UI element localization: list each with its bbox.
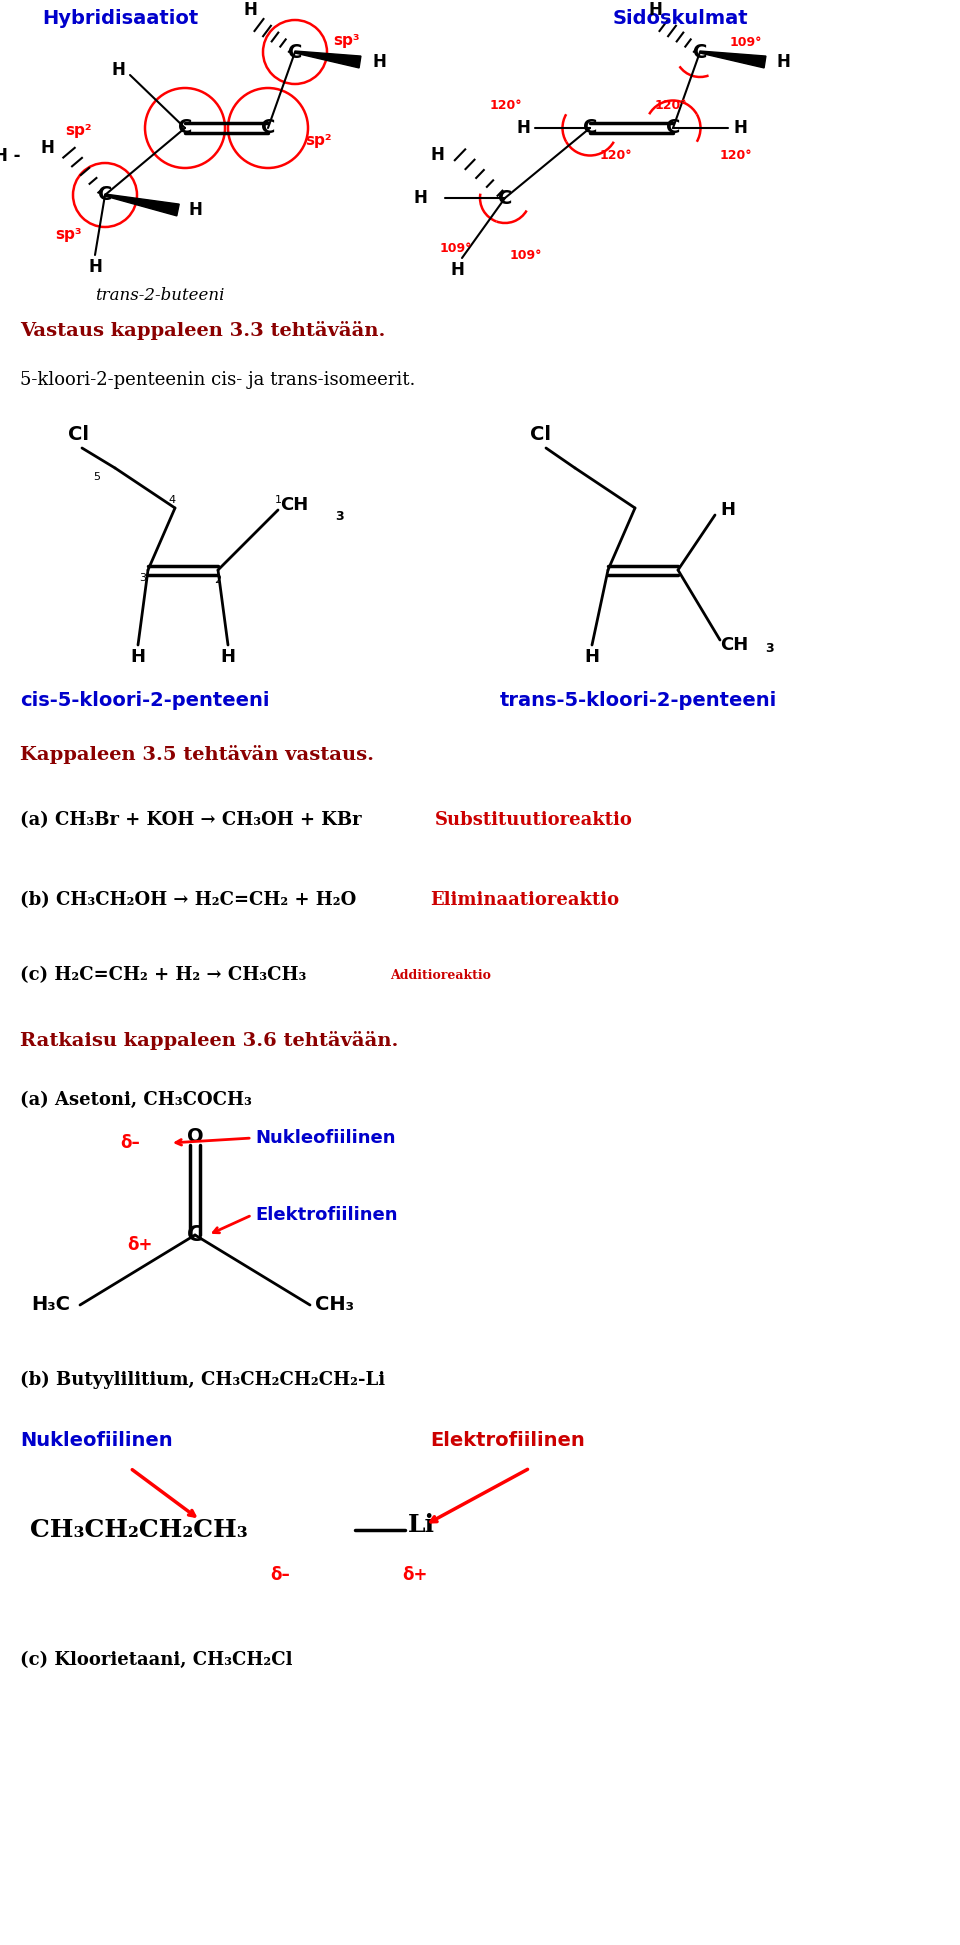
Text: δ+: δ+ bbox=[128, 1235, 153, 1255]
Text: sp³: sp³ bbox=[55, 228, 82, 243]
Text: (a) CH₃Br + KOH → CH₃OH + KBr: (a) CH₃Br + KOH → CH₃OH + KBr bbox=[20, 811, 362, 829]
Text: (c) H₂C=CH₂ + H₂ → CH₃CH₃: (c) H₂C=CH₂ + H₂ → CH₃CH₃ bbox=[20, 967, 306, 984]
Text: Li: Li bbox=[408, 1513, 435, 1537]
Text: 109°: 109° bbox=[730, 35, 762, 49]
Text: CH: CH bbox=[280, 496, 308, 513]
Text: Vastaus kappaleen 3.3 tehtävään.: Vastaus kappaleen 3.3 tehtävään. bbox=[20, 321, 385, 340]
Text: CH: CH bbox=[720, 636, 748, 654]
Text: Hybridisaatiot: Hybridisaatiot bbox=[42, 8, 198, 27]
Text: Nukleofiilinen: Nukleofiilinen bbox=[255, 1128, 396, 1148]
Text: C: C bbox=[498, 189, 513, 208]
Text: 3: 3 bbox=[335, 510, 344, 523]
Text: 5-kloori-2-penteenin cis- ja trans-isomeerit.: 5-kloori-2-penteenin cis- ja trans-isome… bbox=[20, 371, 416, 389]
Text: trans-2-buteeni: trans-2-buteeni bbox=[95, 286, 225, 303]
Text: H: H bbox=[585, 648, 599, 665]
Text: H: H bbox=[733, 119, 747, 136]
Text: C: C bbox=[178, 119, 192, 138]
Text: H: H bbox=[88, 259, 102, 276]
Text: δ+: δ+ bbox=[402, 1566, 428, 1583]
Text: 3: 3 bbox=[139, 574, 147, 584]
Text: H: H bbox=[188, 200, 202, 220]
Text: 120°: 120° bbox=[720, 148, 753, 161]
Text: trans-5-kloori-2-penteeni: trans-5-kloori-2-penteeni bbox=[500, 690, 778, 710]
Text: Cl: Cl bbox=[68, 426, 89, 445]
Text: H₃C: H₃C bbox=[31, 1295, 70, 1315]
Text: H: H bbox=[221, 648, 235, 665]
Text: H: H bbox=[413, 189, 427, 206]
Text: H: H bbox=[450, 261, 464, 278]
Text: Cl: Cl bbox=[530, 426, 551, 445]
Text: C: C bbox=[98, 185, 112, 204]
Text: 120°: 120° bbox=[600, 148, 633, 161]
Text: H: H bbox=[516, 119, 530, 136]
Text: C: C bbox=[288, 43, 302, 62]
Text: (c) Kloorietaani, CH₃CH₂Cl: (c) Kloorietaani, CH₃CH₂Cl bbox=[20, 1651, 293, 1669]
Polygon shape bbox=[295, 51, 361, 68]
Text: O: O bbox=[186, 1128, 204, 1146]
Text: δ–: δ– bbox=[120, 1134, 140, 1151]
Text: (b) CH₃CH₂OH → H₂C=CH₂ + H₂O: (b) CH₃CH₂OH → H₂C=CH₂ + H₂O bbox=[20, 891, 356, 908]
Text: CH₃CH₂CH₂CH₃: CH₃CH₂CH₂CH₃ bbox=[30, 1517, 248, 1542]
Text: H: H bbox=[131, 648, 146, 665]
Text: C: C bbox=[187, 1225, 204, 1245]
Text: H: H bbox=[648, 2, 662, 19]
Text: CH₃: CH₃ bbox=[315, 1295, 354, 1315]
Text: Additioreaktio: Additioreaktio bbox=[390, 969, 491, 982]
Text: H: H bbox=[372, 53, 386, 72]
Text: sp²: sp² bbox=[65, 123, 91, 138]
Text: H: H bbox=[40, 138, 54, 158]
Text: 109°: 109° bbox=[510, 249, 542, 261]
Text: sp²: sp² bbox=[305, 132, 331, 148]
Text: Nukleofiilinen: Nukleofiilinen bbox=[20, 1430, 173, 1449]
Text: Kappaleen 3.5 tehtävän vastaus.: Kappaleen 3.5 tehtävän vastaus. bbox=[20, 745, 374, 764]
Text: (a) Asetoni, CH₃COCH₃: (a) Asetoni, CH₃COCH₃ bbox=[20, 1091, 252, 1109]
Text: 5: 5 bbox=[93, 473, 101, 482]
Text: H -: H - bbox=[0, 148, 20, 165]
Text: H: H bbox=[243, 2, 257, 19]
Polygon shape bbox=[700, 51, 766, 68]
Text: H: H bbox=[111, 60, 125, 80]
Text: C: C bbox=[261, 119, 276, 138]
Text: 120°: 120° bbox=[490, 99, 522, 111]
Text: 109°: 109° bbox=[440, 241, 472, 255]
Text: H: H bbox=[720, 502, 735, 519]
Text: 4: 4 bbox=[168, 494, 176, 506]
Text: Substituutioreaktio: Substituutioreaktio bbox=[435, 811, 633, 829]
Text: Elektrofiilinen: Elektrofiilinen bbox=[255, 1206, 397, 1223]
Text: 2: 2 bbox=[214, 576, 222, 585]
Text: C: C bbox=[666, 119, 681, 138]
Polygon shape bbox=[105, 194, 180, 216]
Text: 120°: 120° bbox=[655, 99, 687, 111]
Text: 3: 3 bbox=[765, 642, 774, 655]
Text: sp³: sp³ bbox=[333, 33, 360, 47]
Text: Eliminaatioreaktio: Eliminaatioreaktio bbox=[430, 891, 619, 908]
Text: 1: 1 bbox=[275, 494, 281, 506]
Text: H: H bbox=[430, 146, 444, 163]
Text: cis-5-kloori-2-penteeni: cis-5-kloori-2-penteeni bbox=[20, 690, 270, 710]
Text: Ratkaisu kappaleen 3.6 tehtävään.: Ratkaisu kappaleen 3.6 tehtävään. bbox=[20, 1031, 398, 1050]
Text: δ–: δ– bbox=[270, 1566, 290, 1583]
Text: C: C bbox=[693, 43, 708, 62]
Text: (b) Butyylilitium, CH₃CH₂CH₂CH₂-Li: (b) Butyylilitium, CH₃CH₂CH₂CH₂-Li bbox=[20, 1371, 385, 1389]
Text: Elektrofiilinen: Elektrofiilinen bbox=[430, 1430, 585, 1449]
Text: Sidoskulmat: Sidoskulmat bbox=[612, 8, 748, 27]
Text: C: C bbox=[583, 119, 597, 138]
Text: H: H bbox=[777, 53, 791, 72]
